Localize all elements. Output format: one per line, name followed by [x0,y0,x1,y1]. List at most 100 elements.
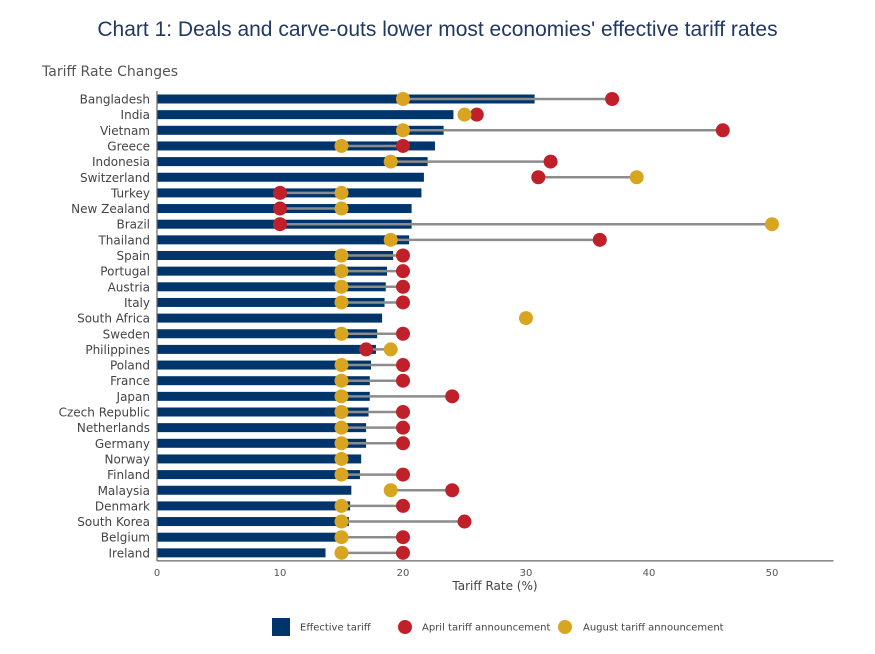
effective-tariff-bar [157,313,383,323]
effective-tariff-bar [157,501,351,511]
legend-label: April tariff announcement [422,623,551,634]
april-announcement-dot [396,373,410,388]
effective-tariff-bar [157,110,454,120]
august-announcement-dot [334,451,349,466]
category-label: Sweden [103,327,150,341]
effective-tariff-bar [157,360,372,370]
april-announcement-dot [359,342,374,357]
x-tick-label: 10 [274,568,287,579]
april-announcement-dot [396,530,410,545]
legend-label: August tariff announcement [583,623,724,634]
legend-label: Effective tariff [300,623,372,634]
x-tick-label: 40 [643,568,656,579]
august-announcement-dot [396,92,410,106]
category-label: Greece [107,139,150,153]
category-label: Poland [110,359,150,373]
effective-tariff-bar [157,297,385,307]
august-announcement-dot [334,373,349,388]
april-announcement-dot [531,170,546,185]
august-announcement-dot [396,123,410,138]
category-label: Vietnam [100,124,150,138]
april-announcement-dot [273,185,287,200]
april-announcement-dot [543,154,558,169]
effective-tariff-bar [157,125,444,135]
category-label: Switzerland [80,171,150,185]
category-label: Portugal [100,265,150,279]
april-announcement-dot [396,264,410,279]
august-announcement-dot [457,107,472,122]
category-label: Brazil [117,218,151,232]
august-announcement-dot [334,405,349,419]
august-announcement-dot [334,201,349,216]
effective-tariff-bar [157,485,352,495]
effective-tariff-bar [157,344,376,354]
august-announcement-dot [334,436,349,451]
effective-tariff-bar [157,391,370,401]
effective-tariff-bar [157,454,362,464]
category-label: Indonesia [92,155,150,169]
august-announcement-dot [334,185,349,200]
category-label: South Africa [77,312,150,326]
category-label: New Zealand [71,202,150,216]
april-announcement-dot [273,217,287,232]
august-announcement-dot [334,420,349,435]
april-announcement-dot [396,420,410,435]
effective-tariff-bar [157,407,369,417]
x-tick-label: 0 [154,568,160,579]
category-label: Norway [104,452,150,466]
april-announcement-dot [396,295,410,310]
effective-tariff-bar [157,235,410,245]
x-tick-label: 50 [766,568,779,579]
august-announcement-dot [334,498,349,513]
april-announcement-dot [396,279,410,294]
category-label: Bangladesh [80,93,150,107]
legend: Effective tariff April tariff announcemen… [272,618,724,636]
april-announcement-dot [715,123,730,138]
category-label: France [110,374,150,388]
april-announcement-dot [396,498,410,513]
august-announcement-dot [334,358,349,373]
april-announcement-dot [396,248,410,263]
category-label: Philippines [85,343,150,357]
category-label: Austria [108,280,150,294]
april-announcement-dot [445,389,460,404]
category-label: Spain [116,249,150,263]
legend-swatch-effective [272,618,290,636]
april-announcement-dot [273,201,287,216]
august-announcement-dot [519,311,533,326]
effective-tariff-bar [157,438,367,448]
legend-swatch-april [398,620,412,634]
dots-layer [273,92,779,560]
x-axis-title: Tariff Rate (%) [451,579,537,593]
april-announcement-dot [396,358,410,373]
april-announcement-dot [396,467,410,482]
category-label: Ireland [108,546,150,560]
effective-tariff-bar [157,282,386,292]
effective-tariff-bar [157,94,535,104]
april-announcement-dot [457,514,472,529]
connectors-layer [280,97,772,555]
effective-tariff-bar [157,266,388,276]
category-label: Italy [124,296,150,310]
bars-layer [157,94,535,558]
category-label: Japan [116,390,150,404]
category-label: India [121,108,150,122]
august-announcement-dot [334,545,349,560]
category-label: Netherlands [77,421,150,435]
august-announcement-dot [334,530,349,545]
effective-tariff-bar [157,376,370,386]
april-announcement-dot [592,232,607,247]
april-announcement-dot [396,138,410,153]
august-announcement-dot [765,217,779,232]
effective-tariff-bar [157,517,349,527]
x-tick-label: 20 [397,568,410,579]
x-tick-label: 30 [520,568,533,579]
effective-tariff-bar [157,157,428,167]
august-announcement-dot [334,514,349,529]
april-announcement-dot [396,405,410,419]
august-announcement-dot [334,326,349,341]
august-announcement-dot [383,342,398,357]
category-label: Belgium [101,531,150,545]
